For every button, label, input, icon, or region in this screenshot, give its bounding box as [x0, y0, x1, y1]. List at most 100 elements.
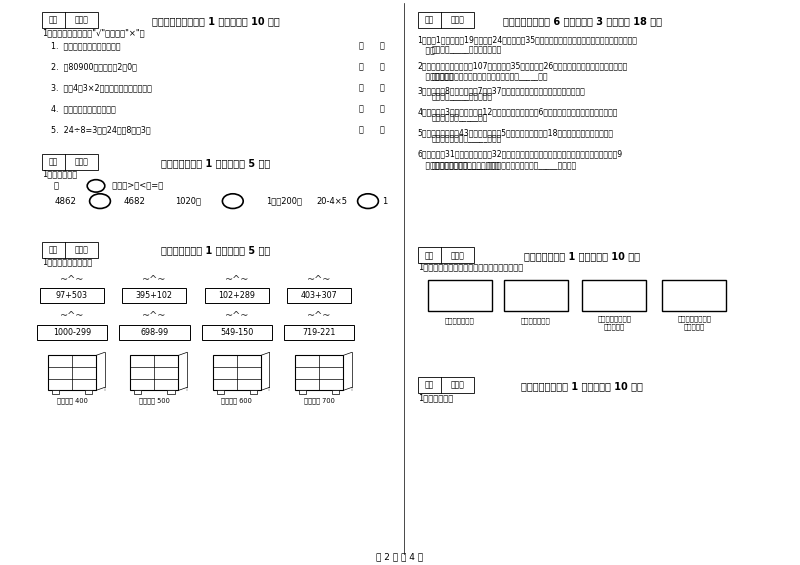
Text: 1.  电风扇的转动是旋转现象。: 1. 电风扇的转动是旋转现象。 [51, 41, 121, 50]
Bar [582, 280, 646, 311]
Text: 得分: 得分 [49, 16, 58, 25]
Bar [504, 280, 568, 311]
Text: 得数接近 600: 得数接近 600 [222, 398, 252, 405]
Text: 六、比一比（共 1 大题，共计 5 分）: 六、比一比（共 1 大题，共计 5 分） [162, 158, 270, 168]
Bar [202, 325, 272, 340]
Bar [167, 390, 174, 394]
Text: 答：还有_____棵没浇水。: 答：还有_____棵没浇水。 [432, 92, 493, 101]
Bar [299, 390, 306, 394]
Text: ~^~: ~^~ [142, 311, 166, 321]
Text: 1、把下面的长方形用一条线段按要求分一分。: 1、把下面的长方形用一条线段按要求分一分。 [418, 263, 523, 272]
Text: 1、二（1）班有男生19人，女生24人，一共有35个苹果，如果每人分一个苹果，有多少人分不到苹: 1、二（1）班有男生19人，女生24人，一共有35个苹果，如果每人分一个苹果，有… [418, 35, 638, 44]
Bar [40, 288, 104, 303]
Text: 1、我会比较。: 1、我会比较。 [42, 170, 77, 179]
Text: 十一、附加题（共 1 大题，共计 10 分）: 十一、附加题（共 1 大题，共计 10 分） [522, 381, 643, 392]
Text: 4682: 4682 [123, 197, 146, 206]
Text: 答：还有_____人分不到苹果。: 答：还有_____人分不到苹果。 [432, 45, 502, 54]
Bar [287, 288, 351, 303]
Bar [48, 355, 96, 390]
Text: 549-150: 549-150 [220, 328, 254, 337]
Text: 答：做红花的朵数比黄花和白花的总朵数多_____朵。: 答：做红花的朵数比黄花和白花的总朵数多_____朵。 [432, 72, 549, 81]
Bar [332, 390, 339, 394]
Text: 2.  读80900时，要读出2个0。: 2. 读80900时，要读出2个0。 [51, 62, 137, 71]
Text: 评卷人: 评卷人 [74, 16, 88, 25]
Text: ~^~: ~^~ [307, 311, 331, 321]
Bar [122, 288, 186, 303]
Text: 个同学，每个同学可以分几个本子？: 个同学，每个同学可以分几个本子？ [418, 161, 499, 170]
Text: 得数接近 400: 得数接近 400 [57, 398, 87, 405]
Bar [119, 325, 190, 340]
Bar [130, 355, 178, 390]
Text: 五、判断对与错（共 1 大题，共计 10 分）: 五、判断对与错（共 1 大题，共计 10 分） [152, 16, 280, 26]
Text: 2、同学们做纸花，做红花107朵，做黄花35朵，做白花26朵。做红花的朵数比黄花和白花的总: 2、同学们做纸花，做红花107朵，做黄花35朵，做白花26朵。做红花的朵数比黄花… [418, 61, 628, 70]
Text: ）: ） [370, 104, 384, 113]
Text: 719-221: 719-221 [302, 328, 336, 337]
Text: 里填上>、<或=。: 里填上>、<或=。 [107, 181, 163, 190]
Bar [295, 355, 343, 390]
Text: 4862: 4862 [54, 197, 77, 206]
Bar [85, 390, 92, 394]
Text: 分成一个三角形和: 分成一个三角形和 [598, 315, 631, 322]
Text: 得数大约 500: 得数大约 500 [139, 398, 170, 405]
Bar [217, 390, 224, 394]
Text: ）: ） [370, 125, 384, 134]
Bar [250, 390, 257, 394]
Text: 102+289: 102+289 [218, 291, 255, 300]
Text: ）: ） [370, 83, 384, 92]
Text: 评卷人: 评卷人 [450, 251, 464, 260]
Text: 3、校园里有8排松树，每排7棵，37棵松树已经浇了水，还有多少棵没浇水？: 3、校园里有8排松树，每排7棵，37棵松树已经浇了水，还有多少棵没浇水？ [418, 86, 586, 95]
Text: 朵数多几朵？: 朵数多几朵？ [418, 72, 453, 81]
Bar [42, 242, 98, 258]
Text: （: （ [358, 125, 363, 134]
Bar [418, 247, 474, 263]
Text: 得分: 得分 [49, 245, 58, 254]
Text: 1020克: 1020克 [175, 197, 201, 206]
Text: 1: 1 [382, 197, 388, 206]
Text: 得分: 得分 [425, 251, 434, 260]
Text: 七、连一连（共 1 大题，共计 5 分）: 七、连一连（共 1 大题，共计 5 分） [162, 245, 270, 255]
Text: 评卷人: 评卷人 [450, 381, 464, 390]
Bar [37, 325, 107, 340]
Text: 698-99: 698-99 [140, 328, 169, 337]
Text: ~^~: ~^~ [60, 311, 84, 321]
Text: ~^~: ~^~ [225, 275, 249, 285]
Bar [418, 12, 474, 28]
Text: 分成一个三角形和: 分成一个三角形和 [678, 315, 711, 322]
Text: 得分: 得分 [425, 381, 434, 390]
Text: （: （ [358, 104, 363, 113]
Text: ~^~: ~^~ [225, 311, 249, 321]
Bar [52, 390, 59, 394]
Text: 1、估一估，连一连。: 1、估一估，连一连。 [42, 257, 92, 266]
Text: 5.  24÷8=3读作24除以8等于3。: 5. 24÷8=3读作24除以8等于3。 [51, 125, 151, 134]
Text: 答：现在学校里有_____棵树。: 答：现在学校里有_____棵树。 [432, 134, 502, 144]
Text: ~^~: ~^~ [307, 275, 331, 285]
Text: 403+307: 403+307 [301, 291, 338, 300]
Text: 得数大约 700: 得数大约 700 [304, 398, 334, 405]
Text: 1000-299: 1000-299 [53, 328, 91, 337]
Text: 20-4×5: 20-4×5 [317, 197, 347, 206]
Text: ~^~: ~^~ [142, 275, 166, 285]
Text: 5、学校里原来种了43棵树，今年死了5棵，植树节时又种了18棵。现在学校里有几棵树？: 5、学校里原来种了43棵树，今年死了5棵，植树节时又种了18棵。现在学校里有几棵… [418, 128, 614, 137]
Text: 1、快乐购物。: 1、快乐购物。 [418, 393, 453, 402]
Text: 6、祝老师有31个练习本，又买来32个，祝老师一共有多少个本子？如果把这些本子平均分给9: 6、祝老师有31个练习本，又买来32个，祝老师一共有多少个本子？如果把这些本子平… [418, 150, 622, 159]
Bar [213, 355, 261, 390]
Text: 得分: 得分 [49, 158, 58, 167]
Text: 评卷人: 评卷人 [74, 245, 88, 254]
Bar [418, 377, 474, 393]
Text: 八、解决问题（共 6 小题，每题 3 分，共计 18 分）: 八、解决问题（共 6 小题，每题 3 分，共计 18 分） [503, 16, 662, 26]
Bar [42, 12, 98, 28]
Text: 第 2 页 共 4 页: 第 2 页 共 4 页 [377, 552, 423, 561]
Text: 97+503: 97+503 [56, 291, 88, 300]
Text: 答：祝老师一共有_____个本子，每个同学可以分_____个本子。: 答：祝老师一共有_____个本子，每个同学可以分_____个本子。 [432, 162, 577, 171]
Text: 3.  计算4＋3×2时，先算加法再算乘法。: 3. 计算4＋3×2时，先算加法再算乘法。 [51, 83, 152, 92]
Text: 4.  四位数一定比三位数大。: 4. 四位数一定比三位数大。 [51, 104, 116, 113]
Text: 一个五边形: 一个五边形 [684, 323, 705, 330]
Text: （: （ [358, 62, 363, 71]
Text: ~^~: ~^~ [60, 275, 84, 285]
Text: 得分: 得分 [425, 16, 434, 25]
Text: 1千克200克: 1千克200克 [266, 197, 302, 206]
Bar [134, 390, 142, 394]
Text: 一个四边形: 一个四边形 [604, 323, 625, 330]
Text: （: （ [358, 41, 363, 50]
Bar [284, 325, 354, 340]
